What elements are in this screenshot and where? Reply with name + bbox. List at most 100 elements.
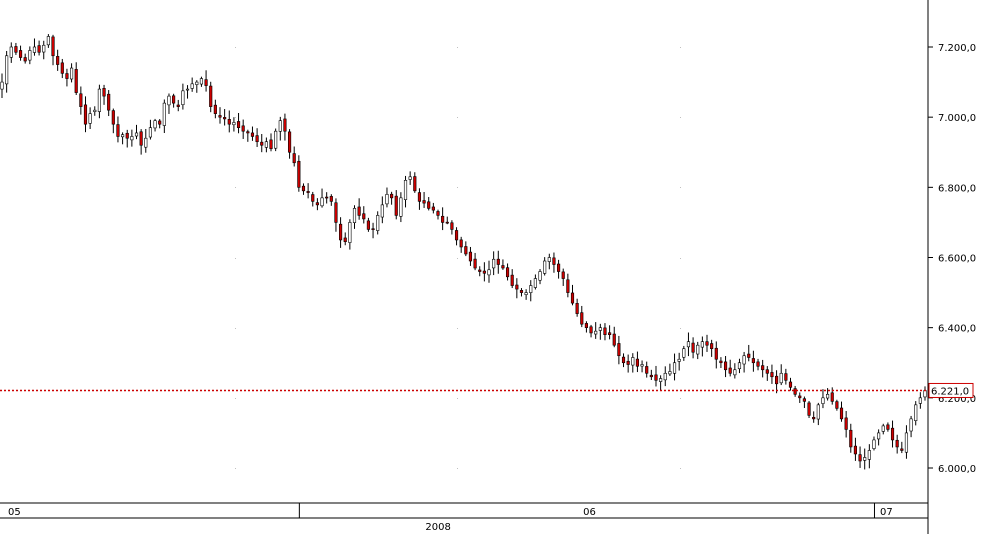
candle-body — [640, 364, 644, 367]
year-label: 2008 — [425, 522, 450, 533]
candle-body — [139, 131, 143, 146]
candle-body — [890, 427, 895, 441]
candle-body — [853, 445, 858, 455]
candle-body — [756, 361, 760, 367]
candle-body — [325, 196, 329, 199]
candle-body — [93, 109, 97, 112]
current-price-label-text: 6.221,0 — [931, 386, 969, 397]
candle-body — [348, 222, 352, 243]
candle-body — [329, 196, 333, 202]
candle-body — [761, 365, 765, 371]
candle-body — [134, 132, 139, 137]
candle-body — [399, 197, 403, 217]
candle-body — [881, 425, 885, 432]
grid-dot — [235, 187, 236, 188]
candle-body — [900, 448, 904, 451]
y-tick-label: 6.000,0 — [938, 464, 976, 475]
grid-dot — [457, 187, 458, 188]
candle-body — [918, 397, 922, 404]
candle-body — [246, 131, 250, 134]
candle-body — [649, 374, 653, 378]
candle-body — [802, 398, 806, 402]
candle-body — [557, 263, 561, 272]
candle-body — [654, 374, 658, 381]
candle-body — [839, 407, 844, 420]
candle-body — [770, 372, 774, 378]
candle-body — [339, 223, 343, 241]
candle-body — [849, 429, 853, 448]
grid-dot — [680, 117, 681, 118]
candlestick-series — [0, 34, 927, 470]
candle-body — [297, 160, 301, 188]
candle-body — [380, 204, 384, 218]
candle-body — [148, 127, 152, 138]
candle-body — [69, 67, 74, 80]
candle-body — [635, 358, 640, 367]
candle-body — [125, 132, 129, 139]
grid-dot — [680, 468, 681, 469]
candle-body — [775, 375, 779, 385]
grid-dots — [235, 47, 681, 469]
candle-body — [65, 73, 69, 79]
candle-body — [529, 285, 533, 293]
y-axis: 7.200,0 7.000,0 6.800,0 6.600,0 6.400,0 6.200… — [928, 43, 976, 475]
candle-body — [292, 153, 296, 164]
candle-body — [422, 200, 426, 204]
candle-body — [923, 390, 927, 398]
candle-body — [788, 381, 793, 388]
candle-body — [501, 265, 505, 269]
candle-body — [376, 215, 380, 231]
candle-body — [413, 176, 417, 192]
candle-body — [659, 378, 663, 382]
current-price-label: 6.221,0 — [928, 382, 974, 398]
candle-body — [784, 373, 788, 381]
candle-body — [362, 213, 366, 220]
grid-dot — [457, 47, 458, 48]
candle-body — [232, 122, 236, 126]
candle-body — [74, 69, 78, 93]
candle-body — [821, 397, 825, 404]
candle-body — [167, 95, 171, 106]
candle-body — [255, 135, 259, 143]
candle-body — [209, 85, 213, 107]
candle-body — [723, 361, 728, 371]
candle-body — [204, 79, 208, 86]
candle-body — [223, 117, 227, 120]
candle-body — [872, 439, 876, 449]
candle-body — [547, 257, 551, 262]
candle-body — [844, 417, 848, 430]
candle-body — [714, 347, 718, 360]
candle-body — [79, 93, 83, 107]
candle-body — [56, 56, 60, 65]
candle-body — [162, 102, 166, 126]
candle-body — [682, 348, 686, 358]
candle-body — [863, 457, 867, 461]
candle-body — [816, 404, 820, 420]
candle-body — [895, 439, 899, 448]
candle-body — [403, 180, 408, 200]
candle-body — [102, 88, 106, 97]
candle-body — [603, 327, 607, 335]
grid-dot — [680, 398, 681, 399]
candle-body — [700, 341, 704, 348]
candle-body — [496, 258, 500, 265]
candle-body — [23, 57, 27, 62]
candle-body — [705, 341, 709, 346]
y-tick-label: 6.600,0 — [938, 254, 976, 265]
candle-body — [580, 312, 584, 325]
candle-body — [538, 271, 542, 281]
candle-body — [668, 371, 672, 375]
grid-dot — [235, 258, 236, 259]
candle-body — [798, 395, 802, 399]
candle-body — [264, 141, 268, 148]
candle-body — [696, 344, 700, 355]
grid-dot — [680, 328, 681, 329]
candle-body — [691, 342, 695, 353]
candle-body — [835, 401, 839, 409]
candle-body — [213, 104, 217, 114]
candle-body — [663, 372, 667, 381]
candle-body — [51, 36, 55, 57]
candle-body — [144, 137, 148, 148]
